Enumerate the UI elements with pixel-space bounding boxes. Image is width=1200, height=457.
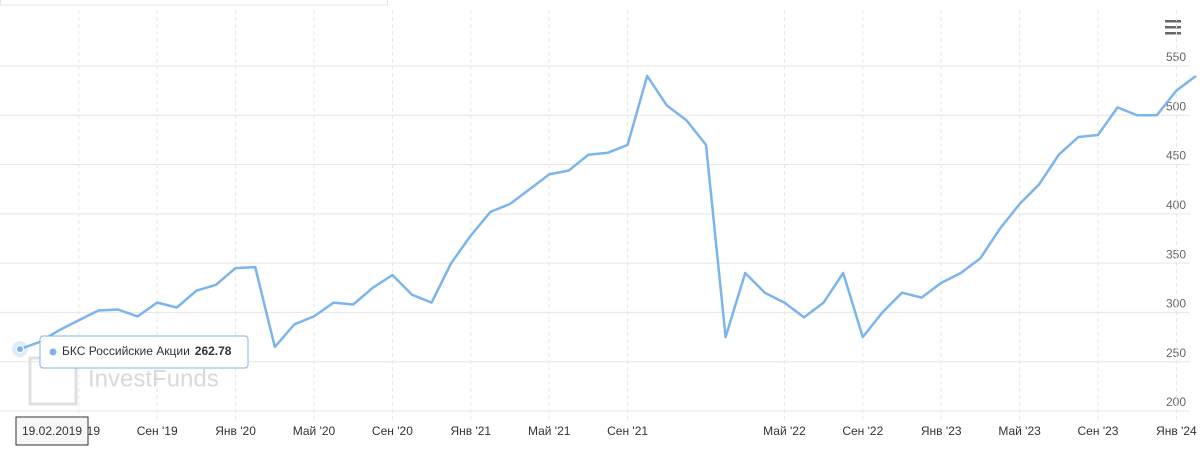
x-tick-label: Сен '23 — [1078, 424, 1119, 438]
y-tick-label: 500 — [1166, 99, 1186, 113]
tooltip-text: БКС Российские Акции 262.78 — [62, 344, 232, 358]
y-tick-label: 400 — [1166, 198, 1186, 212]
tooltip: БКС Российские Акции 262.78 — [39, 335, 249, 369]
y-tick-label: 450 — [1166, 149, 1186, 163]
x-tick-label: Сен '19 — [137, 424, 178, 438]
menu-bar — [1165, 32, 1181, 35]
x-tick-label: Сен '20 — [372, 424, 413, 438]
x-crosshair-label: 19.02.2019 — [22, 424, 82, 438]
range-box — [0, 0, 388, 6]
tooltip-series-name: БКС Российские Акции — [62, 344, 190, 358]
x-tick-label: Янв '21 — [450, 424, 491, 438]
x-tick-label: Май '22 — [763, 424, 806, 438]
menu-bar — [1165, 26, 1181, 29]
x-tick-label: Янв '23 — [921, 424, 962, 438]
x-tick-label: Май '21 — [528, 424, 571, 438]
menu-button[interactable] — [1165, 20, 1181, 35]
y-tick-label: 350 — [1166, 247, 1186, 261]
x-tick-label: Май '20 — [293, 424, 336, 438]
x-tick-label: Янв '20 — [215, 424, 256, 438]
watermark: InvestFunds — [88, 365, 219, 392]
x-crosshair-box — [15, 416, 89, 446]
menu-bar — [1165, 20, 1181, 23]
tooltip-marker — [49, 348, 57, 356]
tooltip-value: 262.78 — [195, 344, 232, 358]
y-tick-label: 250 — [1166, 346, 1186, 360]
x-tick-label: Сен '21 — [607, 424, 648, 438]
y-tick-label: 300 — [1166, 297, 1186, 311]
x-tick-label: Сен '22 — [842, 424, 883, 438]
x-tick-label: Янв '24 — [1156, 424, 1197, 438]
y-tick-label: 550 — [1166, 50, 1186, 64]
hover-point — [16, 345, 24, 354]
x-tick-label: Май '23 — [998, 424, 1041, 438]
line-series — [19, 74, 1197, 351]
tooltip-box — [39, 335, 249, 369]
